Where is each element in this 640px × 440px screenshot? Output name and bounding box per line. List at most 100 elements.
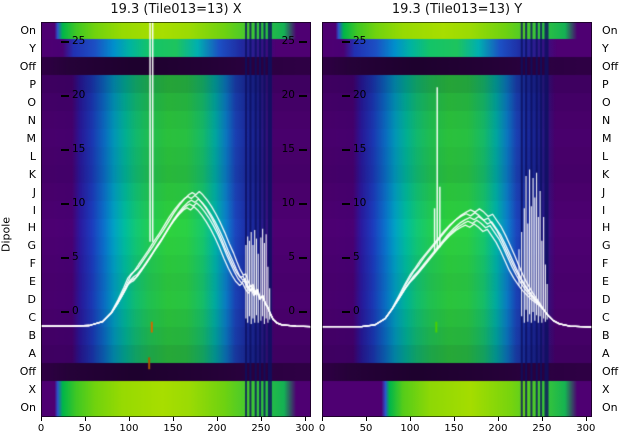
y-tick-label: 5 [353, 251, 360, 263]
x-tick-label: 50 [78, 423, 92, 434]
dipole-row-label-right: Off [602, 59, 619, 73]
x-tick-label: 100 [400, 423, 420, 434]
x-tick-label: 300 [576, 423, 596, 434]
y-tick-label: 25 [353, 35, 367, 47]
dipole-row-label-left: P [29, 77, 36, 91]
dipole-row-label-right: On [602, 23, 618, 37]
y-tick-label: 0 [72, 305, 79, 317]
x-tick-label: 100 [119, 423, 139, 434]
dipole-row-label-left: K [28, 167, 36, 181]
y-tick-mark-right [299, 41, 307, 43]
y-tick-label-right: 10 [281, 197, 295, 209]
y-tick-mark [342, 311, 350, 313]
dipole-row-label-left: M [26, 131, 37, 145]
y-tick-mark [61, 257, 69, 259]
dipole-row-label-left: On [20, 401, 36, 415]
dipole-row-label-left: L [29, 149, 36, 163]
dipole-row-label-left: Y [29, 41, 36, 55]
x-tick-label: 250 [251, 423, 271, 434]
y-tick-mark [342, 149, 350, 151]
dipole-row-label-left: B [28, 329, 36, 343]
y-tick-mark [61, 41, 69, 43]
y-tick-label-right: 0 [288, 305, 295, 317]
x-tick-label: 300 [295, 423, 315, 434]
x-tick-mark [41, 417, 42, 421]
x-tick-mark [365, 417, 367, 421]
dipole-row-label-right: O [602, 95, 611, 109]
x-tick-label: 0 [37, 423, 45, 434]
dipole-row-label-left: On [20, 23, 36, 37]
dipole-row-label-right: B [602, 329, 610, 343]
panel-title-x: 19.3 (Tile013=13) X [110, 2, 242, 17]
x-tick-mark [216, 417, 218, 421]
x-tick-mark [322, 417, 323, 421]
x-tick-mark [304, 417, 306, 421]
x-tick-label: 250 [532, 423, 552, 434]
y-tick-mark-right [299, 203, 307, 205]
dipole-row-label-left: Off [19, 59, 36, 73]
x-tick-mark [453, 417, 455, 421]
panel-title-y: 19.3 (Tile013=13) Y [391, 2, 523, 17]
x-tick-mark [585, 417, 587, 421]
y-tick-label-right: 25 [281, 35, 295, 47]
dipole-row-label-left: O [27, 95, 36, 109]
y-tick-mark [342, 95, 350, 97]
x-tick-mark [409, 417, 411, 421]
y-tick-mark [342, 41, 350, 43]
x-tick-mark [128, 417, 130, 421]
x-tick-label: 200 [207, 423, 227, 434]
x-tick-mark [84, 417, 86, 421]
y-tick-label: 25 [72, 35, 86, 47]
dipole-row-label-right: On [602, 401, 618, 415]
y-tick-label-right: 15 [281, 143, 295, 155]
heatmap-panel-x [41, 22, 311, 417]
dipole-row-label-right: K [602, 167, 610, 181]
x-tick-label: 200 [488, 423, 508, 434]
dipole-row-label-right: P [602, 77, 609, 91]
dipole-row-label-right: J [602, 185, 606, 199]
y-tick-label: 20 [72, 89, 86, 101]
y-tick-mark [61, 311, 69, 313]
y-tick-label: 15 [353, 143, 367, 155]
dipole-row-label-left: D [27, 293, 36, 307]
dipole-row-label-left: I [32, 203, 36, 217]
x-tick-mark [172, 417, 174, 421]
dipole-row-label-right: Y [602, 41, 609, 55]
dipole-row-label-left: X [28, 383, 36, 397]
dipole-row-label-right: L [602, 149, 609, 163]
y-tick-label: 15 [72, 143, 86, 155]
y-tick-label: 10 [353, 197, 367, 209]
dipole-row-label-left: Off [19, 365, 36, 379]
y-tick-mark-right [299, 311, 307, 313]
dipole-row-label-right: M [602, 131, 612, 145]
x-tick-mark [541, 417, 543, 421]
y-tick-label-right: 5 [288, 251, 295, 263]
dipole-row-label-left: J [32, 185, 36, 199]
y-tick-label: 20 [353, 89, 367, 101]
y-tick-label: 10 [72, 197, 86, 209]
dipole-row-label-right: D [602, 293, 611, 307]
y-tick-label: 5 [72, 251, 79, 263]
dipole-row-label-right: F [602, 257, 609, 271]
x-tick-mark [260, 417, 262, 421]
x-tick-label: 150 [444, 423, 464, 434]
dipole-row-label-right: I [602, 203, 606, 217]
dipole-row-label-left: N [27, 113, 36, 127]
dipole-row-label-right: E [602, 275, 609, 289]
dipole-row-label-left: G [27, 239, 36, 253]
dipole-row-label-right: C [602, 311, 610, 325]
dipole-row-label-left: A [28, 347, 36, 361]
x-tick-mark [497, 417, 499, 421]
dipole-row-label-left: C [28, 311, 36, 325]
y-tick-mark [61, 95, 69, 97]
x-tick-label: 0 [318, 423, 326, 434]
dipole-row-label-right: A [602, 347, 610, 361]
dipole-row-label-left: F [29, 257, 36, 271]
y-tick-mark [61, 149, 69, 151]
y-tick-mark [61, 203, 69, 205]
dipole-row-label-right: Off [602, 365, 619, 379]
y-tick-mark-right [299, 95, 307, 97]
dipole-row-label-right: G [602, 239, 611, 253]
y-tick-mark [342, 257, 350, 259]
